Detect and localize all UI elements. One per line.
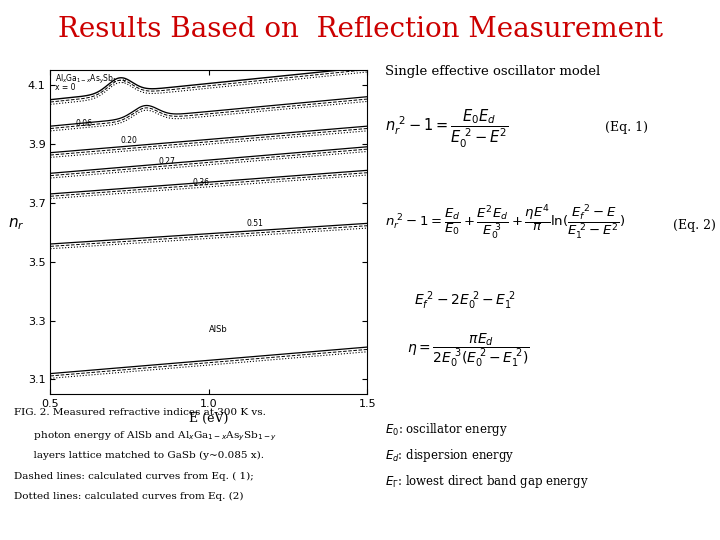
Text: $E_\Gamma$: lowest direct band gap energy: $E_\Gamma$: lowest direct band gap energ…	[385, 473, 589, 490]
Text: Single effective oscillator model: Single effective oscillator model	[385, 65, 600, 78]
Text: 0.36: 0.36	[193, 178, 210, 187]
Text: 0.27: 0.27	[158, 157, 175, 166]
Text: (Eq. 1): (Eq. 1)	[605, 122, 648, 134]
Text: $n_r^{\ 2} - 1 = \dfrac{E_d}{E_0} + \dfrac{E^2 E_d}{E_0^{\ 3}} + \dfrac{\eta E^4: $n_r^{\ 2} - 1 = \dfrac{E_d}{E_0} + \dfr…	[385, 202, 626, 242]
Text: $E_d$: dispersion energy: $E_d$: dispersion energy	[385, 447, 515, 464]
X-axis label: E (eV): E (eV)	[189, 412, 228, 425]
Text: 0.20: 0.20	[120, 137, 137, 145]
Text: (Eq. 2): (Eq. 2)	[673, 219, 716, 232]
Text: $E_0$: oscillator energy: $E_0$: oscillator energy	[385, 421, 508, 438]
Text: AlSb: AlSb	[209, 325, 228, 334]
Text: $n_r^{\ 2} - 1 = \dfrac{E_0 E_d}{E_0^{\ 2} - E^2}$: $n_r^{\ 2} - 1 = \dfrac{E_0 E_d}{E_0^{\ …	[385, 108, 509, 151]
Text: Dashed lines: calculated curves from Eq. ( 1);: Dashed lines: calculated curves from Eq.…	[14, 471, 254, 481]
Text: Dotted lines: calculated curves from Eq. (2): Dotted lines: calculated curves from Eq.…	[14, 492, 244, 501]
Y-axis label: $n_r$: $n_r$	[9, 217, 25, 232]
Text: $E_f^{\ 2} - 2E_0^{\ 2} - E_1^{\ 2}$: $E_f^{\ 2} - 2E_0^{\ 2} - E_1^{\ 2}$	[414, 289, 516, 312]
Text: x = 0: x = 0	[55, 83, 76, 92]
Text: FIG. 2. Measured refractive indices at 300 K vs.: FIG. 2. Measured refractive indices at 3…	[14, 408, 266, 417]
Text: $\eta = \dfrac{\pi E_d}{2 E_0^{\ 3}(E_0^{\ 2} - E_1^{\ 2})}$: $\eta = \dfrac{\pi E_d}{2 E_0^{\ 3}(E_0^…	[407, 332, 530, 369]
Text: layers lattice matched to GaSb (y~0.085 x).: layers lattice matched to GaSb (y~0.085 …	[14, 451, 264, 460]
Text: photon energy of AlSb and Al$_x$Ga$_{1-x}$As$_y$Sb$_{1-y}$: photon energy of AlSb and Al$_x$Ga$_{1-x…	[14, 429, 277, 443]
Text: 0.06: 0.06	[76, 119, 93, 128]
Text: Al$_x$Ga$_{1-x}$As$_y$Sb$_{1-y}$: Al$_x$Ga$_{1-x}$As$_y$Sb$_{1-y}$	[55, 73, 127, 86]
Text: Results Based on  Reflection Measurement: Results Based on Reflection Measurement	[58, 16, 662, 43]
Text: 0.51: 0.51	[247, 219, 264, 228]
